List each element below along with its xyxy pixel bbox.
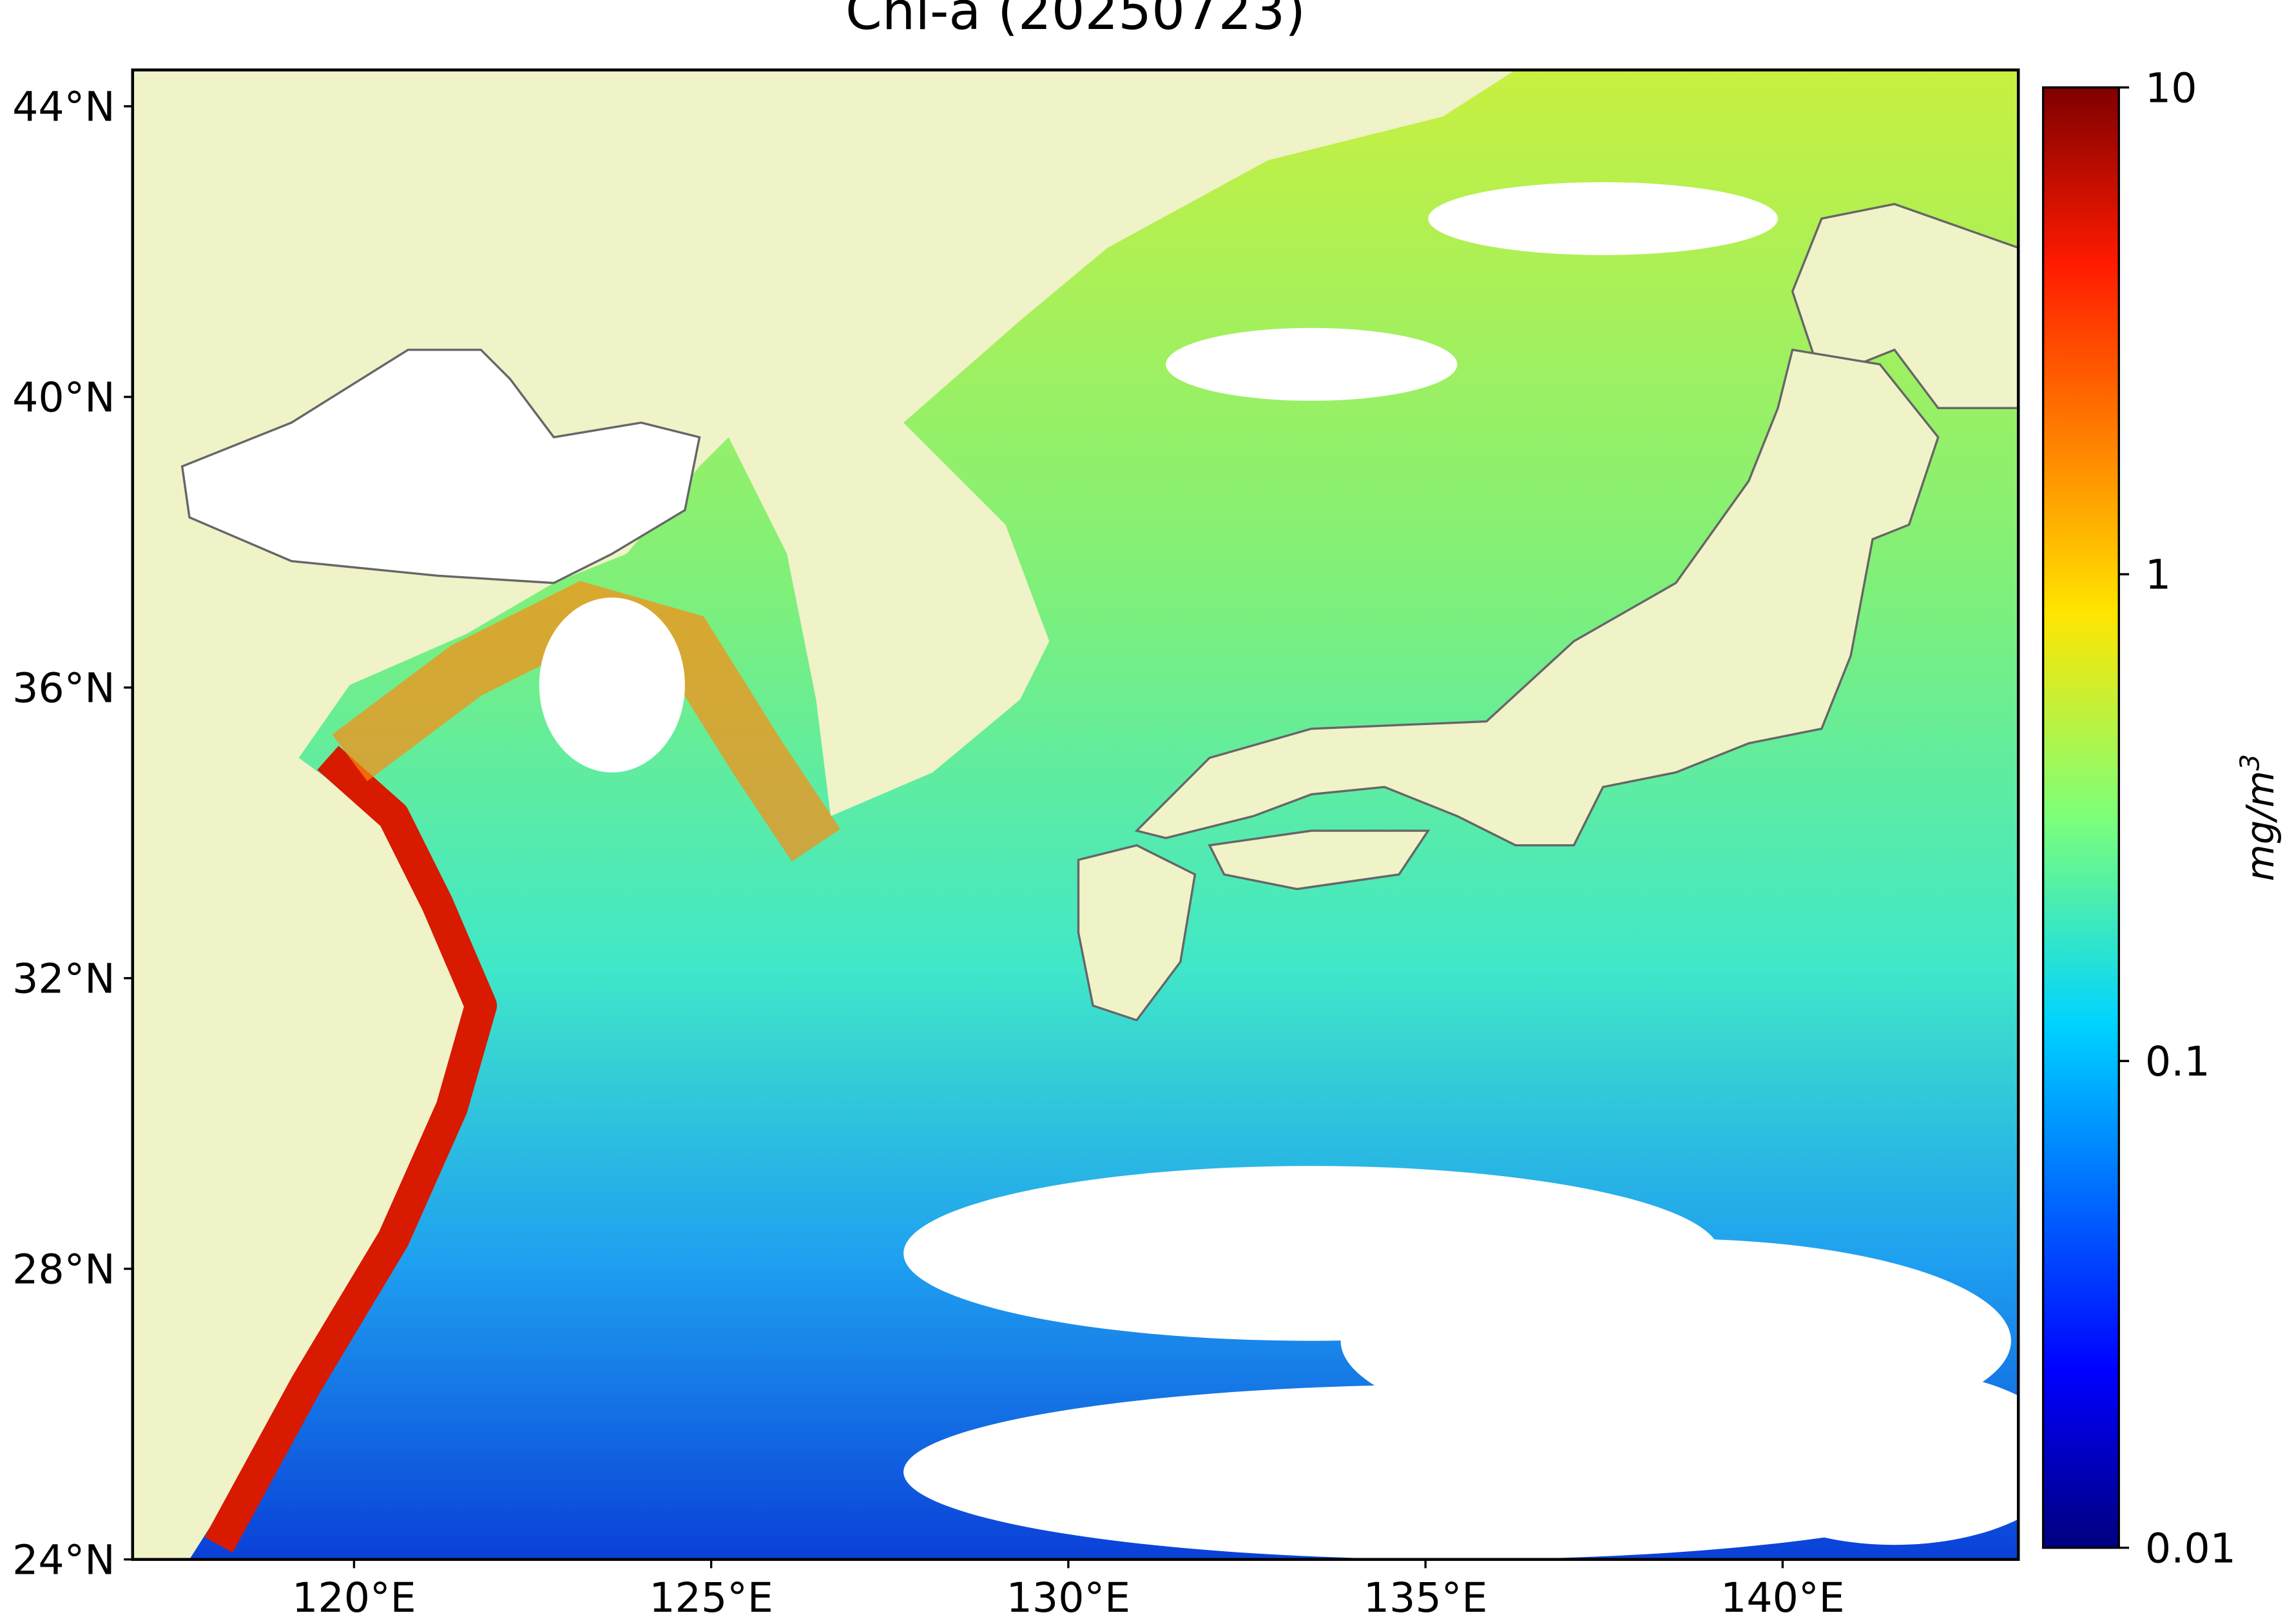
- kyushu: [1077, 844, 1197, 1022]
- lat-tick-label: 44°N: [12, 83, 115, 131]
- bohai: [180, 349, 701, 585]
- cloud: [1428, 182, 1779, 255]
- colorbar-label-sup: 3: [2234, 754, 2265, 771]
- lon-tick-label: 120°E: [292, 1574, 416, 1621]
- hokkaido: [1791, 202, 2020, 409]
- coastal-bloom: [204, 746, 497, 1553]
- japan: [1077, 202, 2020, 1022]
- cloud: [1166, 327, 1458, 401]
- cloud: [1719, 1369, 2070, 1545]
- plot-group: Chl-a (20250723) mg/m3 24°N 28°N 32°N 36°N 4…: [12, 0, 2282, 1621]
- lon-tick-label: 125°E: [649, 1574, 773, 1621]
- clouds: [539, 182, 2070, 1560]
- plot-frame: [131, 68, 2020, 1561]
- lon-tick-label: 135°E: [1364, 1574, 1488, 1621]
- lon-tick-label: 130°E: [1007, 1574, 1131, 1621]
- colorbar-label-base: mg/m: [2238, 771, 2282, 882]
- lon-tick-label: 140°E: [1721, 1574, 1845, 1621]
- cloud: [539, 597, 685, 773]
- colorbar-tick-label: 0.1: [2145, 1038, 2210, 1085]
- honshu: [1134, 348, 1940, 847]
- lat-tick-label: 40°N: [12, 374, 115, 421]
- lat-tick-label: 28°N: [12, 1245, 115, 1293]
- colorbar-tick-label: 1: [2145, 551, 2171, 599]
- lat-tick-label: 24°N: [12, 1536, 115, 1583]
- colorbar-tick-label: 10: [2145, 64, 2197, 111]
- colorbar-tick-label: 0.01: [2145, 1524, 2236, 1572]
- lat-tick-label: 36°N: [12, 664, 115, 711]
- colorbar: [2041, 86, 2120, 1549]
- shikoku: [1208, 829, 1431, 891]
- title: Chl-a (20250723): [845, 0, 1306, 42]
- colorbar-label: mg/m3: [2234, 754, 2282, 882]
- lat-tick-label: 32°N: [12, 954, 115, 1002]
